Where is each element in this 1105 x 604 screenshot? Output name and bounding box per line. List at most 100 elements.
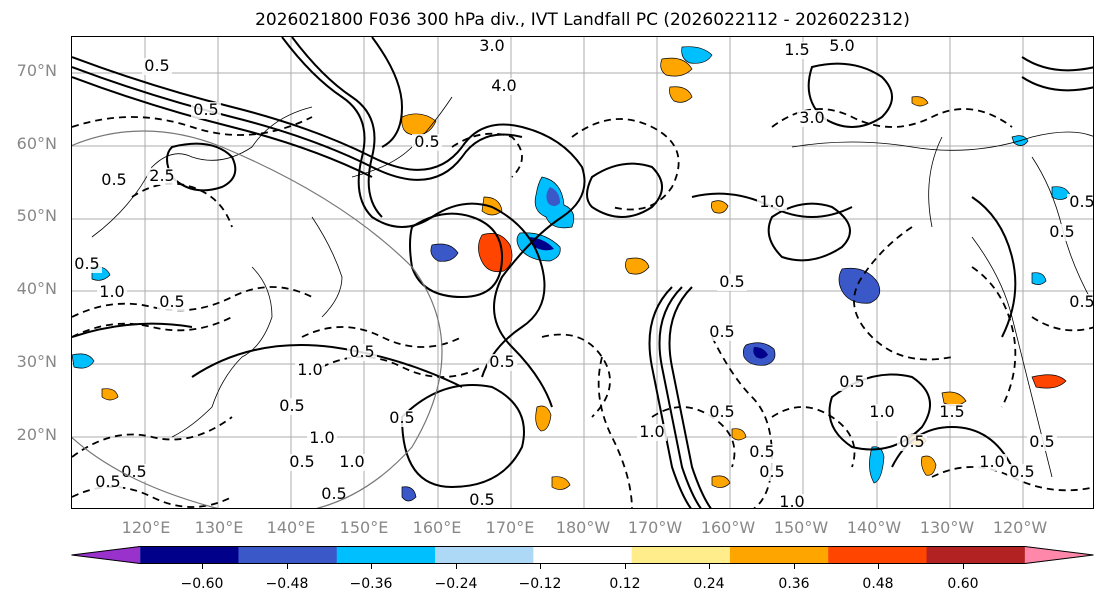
- colorbar: [71, 546, 1094, 564]
- colorbar-segment: [435, 546, 534, 564]
- latitude-label: 70°N: [16, 61, 57, 80]
- colorbar-tick-label: 0.60: [947, 576, 979, 592]
- div-fill-blue: [1031, 272, 1047, 285]
- colorbar-tick-label: −0.12: [518, 576, 562, 592]
- contour-label-bg: [93, 474, 123, 491]
- contour-label-bg: [977, 454, 1007, 471]
- contour-label: 5.0: [829, 37, 854, 55]
- contour-label: 3.0: [799, 108, 824, 127]
- contour-label-bg: [797, 110, 827, 127]
- contour-label: 0.5: [1069, 292, 1094, 311]
- colorbar-outline: [71, 546, 1094, 564]
- contour-label: 1.0: [979, 452, 1004, 471]
- longitude-label: 130°W: [919, 518, 975, 537]
- contour-labels: 3.0 1.5 5.04.00.53.00.50.52.51.00.50.50.51…: [72, 37, 1094, 509]
- contour-label-bg: [707, 324, 737, 341]
- div-fill-blue: [430, 243, 459, 262]
- contour-label: 0.5: [95, 472, 120, 491]
- contour-label: 1.0: [339, 452, 364, 471]
- div-fill-darkblue: [530, 237, 554, 251]
- latitude-label: 50°N: [16, 206, 57, 225]
- map-panel: 3.0 1.5 5.0 4.0 0.5 3.0 0.5 0.5 2.5 1.0 0.5 0.5 0.5 1…: [71, 36, 1094, 509]
- contour-label-bg: [142, 58, 172, 75]
- contour-label-bg: [337, 454, 367, 471]
- div-fill-orange: [711, 475, 731, 488]
- colorbar-tick-label: −0.48: [265, 576, 309, 592]
- contour-label: 0.5: [193, 100, 218, 119]
- longitude-label: 130°E: [194, 518, 244, 537]
- colorbar-tick: [371, 564, 372, 569]
- div-fill-orange: [625, 257, 650, 275]
- contour-label: 0.5: [839, 372, 864, 391]
- longitude-label: 140°W: [846, 518, 902, 537]
- div-fill-orange: [660, 57, 693, 77]
- contour-label: 0.5: [759, 462, 784, 481]
- div-fill-orange: [101, 388, 119, 401]
- contour-label-bg: [717, 274, 747, 291]
- contour-label-bg: [97, 284, 127, 301]
- colorbar-tick: [709, 564, 710, 569]
- colorbar-tick-label: −0.60: [180, 576, 224, 592]
- contour-label: 0.5: [121, 462, 146, 481]
- contour-label-bg: [191, 102, 221, 119]
- contour-label: 1.0: [639, 422, 664, 441]
- longitude-label: 150°E: [339, 518, 389, 537]
- colorbar-tick-label: 0.48: [862, 576, 894, 592]
- contour-label-bg: [747, 444, 777, 461]
- colorbar-tick: [794, 564, 795, 569]
- contour-label-bg: [387, 410, 417, 427]
- contour-label-bg: [867, 404, 897, 421]
- contour-label: 2.5: [149, 166, 174, 185]
- colorbar-tick: [878, 564, 879, 569]
- longitude-label: 120°W: [992, 518, 1048, 537]
- contour-label: 1.0: [99, 282, 124, 301]
- colorbar-tick-label: −0.24: [434, 576, 478, 592]
- contour-label: 0.5: [1029, 432, 1054, 451]
- colorbar-tick-label: 0.24: [693, 576, 725, 592]
- longitude-label: 150°W: [773, 518, 829, 537]
- colorbar-extend-min: [71, 546, 141, 564]
- contour-label-bg: [1067, 194, 1093, 211]
- latitude-label: 40°N: [16, 279, 57, 298]
- contour-label: 0.5: [469, 490, 494, 509]
- contour-label-bg: [827, 38, 857, 55]
- colorbar-segment: [336, 546, 436, 564]
- div-fill-blue: [681, 46, 713, 64]
- contour-label: 3.0: [479, 37, 504, 55]
- contour-label: 1.0: [759, 192, 784, 211]
- colorbar-extend-max: [1024, 546, 1094, 564]
- contour-label: 1.0: [297, 360, 322, 379]
- colorbar-segment: [729, 546, 829, 564]
- contour-label-bg: [707, 404, 737, 421]
- contour-label: 1.5: [939, 402, 964, 421]
- longitude-label: 170°E: [485, 518, 535, 537]
- div-fill-blue: [72, 353, 95, 369]
- contour-label: 0.5: [489, 352, 514, 371]
- colorbar-tick: [540, 564, 541, 569]
- colorbar-tick-label: −0.36: [349, 576, 393, 592]
- colorbar-tick: [625, 564, 626, 569]
- contour-label-bg: [487, 354, 517, 371]
- contour-label: 0.5: [144, 56, 169, 75]
- contour-label-bg: [637, 424, 667, 441]
- div-fill-darkblue: [753, 347, 768, 359]
- div-fill-darkblue: [546, 187, 560, 206]
- contour-label-bg: [837, 374, 867, 391]
- contour-label-bg: [777, 494, 807, 508]
- colorbar-segment: [533, 546, 633, 564]
- contour-label: 0.5: [1049, 222, 1074, 241]
- ivt-contours: [72, 37, 1093, 508]
- contour-label-bg: [307, 430, 337, 447]
- contour-label-bg: [937, 404, 967, 421]
- contour-label: 0.5: [709, 322, 734, 341]
- contour-label: 0.5: [389, 408, 414, 427]
- longitude-label: 160°W: [700, 518, 756, 537]
- contour-label: 0.5: [1069, 192, 1094, 211]
- div-fill-orange: [921, 455, 937, 476]
- contour-label-bg: [119, 464, 149, 481]
- contour-label-bg: [72, 256, 102, 273]
- contour-label-bg: [897, 434, 927, 451]
- contour-label-bg: [295, 362, 325, 379]
- colorbar-tick-label: 0.12: [609, 576, 641, 592]
- contour-label: 0.5: [279, 396, 304, 415]
